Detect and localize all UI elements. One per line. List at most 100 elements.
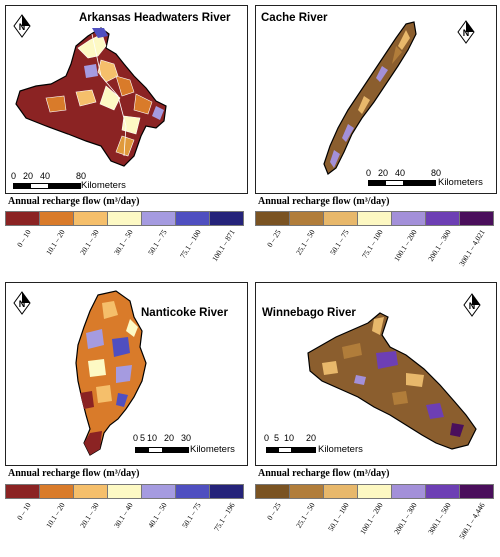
legend-swatch [176,485,210,498]
legend-swatch [290,485,324,498]
legend-swatch [210,485,243,498]
legend-swatches-nanticoke [5,484,244,499]
scale-bar-graphic [368,180,436,186]
legend-swatch [324,212,358,225]
scale-unit: Kilometers [318,444,363,455]
scale-tick: 0 [133,433,139,443]
legend-class-label: 50.1 – 75 [327,228,351,257]
map-panel-cache: Cache River N 0 20 40 80 Kilometers [255,5,497,194]
legend-swatch [108,485,142,498]
map-title: Cache River [261,12,328,24]
scale-tick: 0 [366,168,372,178]
scale-tick: 0 [264,433,270,443]
legend-swatch [392,485,426,498]
legend-swatch [460,485,493,498]
svg-text:N: N [463,28,470,38]
scale-bar-cache: 0 20 40 80 Kilometers [366,168,496,190]
legend-swatch [142,485,176,498]
scale-tick: 80 [431,168,442,178]
legend-class-label: 50.1 – 100 [325,501,351,533]
legend-title: Annual recharge flow (m³/day) [8,196,140,207]
scale-tick: 20 [23,171,34,181]
scale-bar-nanticoke: 0 5 10 20 30 Kilometers [133,433,245,457]
scale-tick: 80 [76,171,87,181]
scale-tick: 20 [378,168,389,178]
legend-class-label: 100.1 – 871 [209,228,237,263]
scale-tick: 5 [274,433,280,443]
legend-swatch [210,212,243,225]
scale-unit: Kilometers [438,177,483,188]
map-title: Arkansas Headwaters River [79,12,231,24]
legend-class-label: 100.1 – 200 [391,228,419,263]
legend-swatch [324,485,358,498]
legend-swatch [290,212,324,225]
legend-swatches-cache [255,211,494,226]
legend-swatch [108,212,142,225]
scale-bar-graphic [266,447,316,453]
legend-swatch [74,485,108,498]
legend-class-label: 25.1 – 50 [293,228,317,257]
legend-class-label: 50.1 – 75 [145,228,169,257]
scale-bar-graphic [13,183,81,189]
legend-class-label: 25.1 – 50 [293,501,317,530]
legend-class-label: 200.1 – 300 [425,228,453,263]
scale-tick: 40 [395,168,406,178]
scale-unit: Kilometers [81,180,126,191]
watershed-map-cache [323,21,417,175]
legend-swatch [460,212,493,225]
legend-swatch [6,212,40,225]
map-panel-arkansas: N Arkansas Headwaters River 0 20 40 80 K… [5,5,248,194]
legend-swatch [40,212,74,225]
legend-swatch [74,212,108,225]
map-title: Nanticoke River [141,307,228,319]
legend-class-label: 75.1 – 100 [359,228,385,260]
watershed-map-nanticoke [75,290,147,456]
legend-swatches-arkansas [5,211,244,226]
watershed-map-winnebago [307,312,477,450]
north-arrow-icon: N [13,14,31,38]
legend-swatch [40,485,74,498]
scale-tick: 40 [40,171,51,181]
legend-title: Annual recharge flow (m³/day) [258,196,390,207]
legend-class-label: 50.1 – 75 [179,501,203,530]
legend-class-label: 30.1 – 40 [111,501,135,530]
legend-class-label: 300.1 – 500 [425,501,453,536]
map-panel-nanticoke: N Nanticoke River 0 5 10 20 30 Kilometer… [5,282,248,466]
legend-class-label: 100.1 – 200 [357,501,385,536]
scale-tick: 10 [147,433,158,443]
watershed-map-arkansas [15,27,167,167]
legend-class-label: 10.1 – 20 [43,501,67,530]
legend-class-label: 200.1 – 300 [391,501,419,536]
legend-class-label: 300.1 – 4,021 [456,228,487,268]
scale-bar-winnebago: 0 5 10 20 Kilometers [264,433,384,457]
legend-title: Annual recharge flow (m³/day) [258,468,390,479]
legend-swatch [6,485,40,498]
legend-class-label: 20.1 – 30 [77,228,101,257]
legend-swatch [256,485,290,498]
scale-bar-graphic [135,447,189,453]
legend-swatch [256,212,290,225]
legend-class-label: 75.1 – 196 [211,501,237,533]
scale-unit: Kilometers [190,444,235,455]
legend-title: Annual recharge flow (m³/day) [8,468,140,479]
legend-class-label: 0 – 10 [14,501,33,522]
svg-text:N: N [19,22,26,32]
north-arrow-icon: N [457,20,475,44]
scale-tick: 5 [140,433,146,443]
legend-class-label: 0 – 10 [14,228,33,249]
legend-class-label: 500.1 – 4,446 [456,501,487,541]
scale-tick: 20 [306,433,317,443]
legend-class-label: 10.1 – 20 [43,228,67,257]
legend-class-label: 40.1 – 50 [145,501,169,530]
legend-class-label: 0 – 25 [264,501,283,522]
svg-text:N: N [19,299,26,309]
north-arrow-icon: N [463,293,481,317]
legend-swatch [358,212,392,225]
legend-class-label: 0 – 25 [264,228,283,249]
legend-swatch [142,212,176,225]
legend-swatches-winnebago [255,484,494,499]
scale-tick: 10 [284,433,295,443]
legend-swatch [392,212,426,225]
legend-swatch [176,212,210,225]
legend-swatch [358,485,392,498]
